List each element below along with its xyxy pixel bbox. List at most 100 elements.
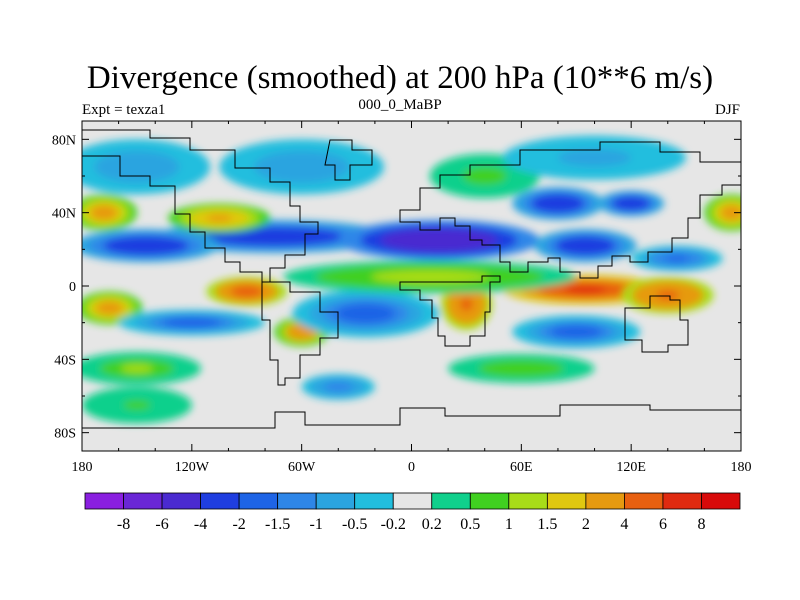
colorbar-swatch xyxy=(161,492,201,510)
field-feature-10 xyxy=(82,291,143,325)
contour-band xyxy=(546,199,570,208)
contour-band xyxy=(724,208,739,218)
colorbar-swatch xyxy=(354,492,394,510)
contour-band xyxy=(564,286,606,294)
contour-band xyxy=(236,287,257,296)
colorbar-label: 6 xyxy=(659,516,667,533)
colorbar-label: -1.5 xyxy=(265,516,290,533)
contour-band xyxy=(560,327,593,336)
field-feature-3 xyxy=(534,229,637,263)
x-tick-label: 60E xyxy=(510,460,533,475)
field-feature-6 xyxy=(631,245,723,272)
y-tick-label: 40S xyxy=(54,353,76,368)
contour-band xyxy=(329,383,348,391)
contour-band xyxy=(393,272,467,281)
coastline-greenland xyxy=(324,139,373,181)
contour-band xyxy=(206,214,233,222)
contour-band xyxy=(120,364,153,373)
contour-band xyxy=(173,319,211,326)
coastline-north-america xyxy=(82,129,319,283)
colorbar-label: 1.5 xyxy=(537,516,557,533)
contour-band xyxy=(95,208,113,218)
colorbar-label: -8 xyxy=(117,516,130,533)
y-tick-label: 40N xyxy=(52,207,76,222)
colorbar-swatch xyxy=(277,492,317,510)
colorbar-swatch xyxy=(624,492,664,510)
colorbar-label: 2 xyxy=(582,516,590,533)
contour-band xyxy=(572,241,599,250)
colorbar-swatch xyxy=(392,492,433,510)
season-label: DJF xyxy=(714,102,740,118)
field-feature-16 xyxy=(118,309,266,336)
coastline-africa xyxy=(399,275,501,347)
colorbar-label: -1 xyxy=(310,516,323,533)
contour-band xyxy=(244,232,304,241)
experiment-label: Expt = texza1 xyxy=(82,102,166,118)
colorbar-swatch xyxy=(238,492,279,510)
colorbar-swatch xyxy=(662,492,702,510)
colorbar-swatch xyxy=(508,492,548,510)
coastline-antarctica xyxy=(82,404,741,429)
x-tick-label: 60W xyxy=(288,460,316,475)
colorbar-swatch xyxy=(546,492,587,510)
field-feature-11 xyxy=(206,276,288,307)
colorbar-swatch xyxy=(315,492,356,510)
field-feature-4 xyxy=(512,187,604,220)
field-feature-19 xyxy=(301,374,375,400)
y-tick-label: 0 xyxy=(69,280,76,295)
contour-band xyxy=(665,255,689,262)
field-feature-5 xyxy=(598,190,665,217)
x-tick-label: 0 xyxy=(408,460,415,475)
colorbar-label: -4 xyxy=(194,516,207,533)
field-feature-1 xyxy=(82,229,220,263)
field-feature-9 xyxy=(704,194,741,231)
y-tick-label: 80S xyxy=(54,427,76,442)
contour-band xyxy=(460,297,473,311)
colorbar-swatch xyxy=(701,492,741,510)
colorbar-swatch xyxy=(469,492,510,510)
field-feature-20 xyxy=(82,352,201,385)
plot-title: Divergence (smoothed) at 200 hPa (10**6 … xyxy=(86,60,714,96)
colorbar: -8 -6 -4 -2 -1.5 -1 -0.5 -0.2 0.2 0.5 1 1.5 2 4 6 8 xyxy=(84,492,741,533)
field-feature-26 xyxy=(503,135,687,180)
colorbar-swatch xyxy=(84,492,124,510)
coastline-eurasia xyxy=(399,141,741,279)
contour-band xyxy=(503,364,540,373)
coastlines xyxy=(82,129,741,429)
field-feature-24 xyxy=(219,139,385,195)
field-feature-2 xyxy=(338,220,540,261)
colorbar-label: -2 xyxy=(232,516,245,533)
colorbar-label: 4 xyxy=(620,516,628,533)
field-feature-18 xyxy=(512,315,641,349)
field-feature-23 xyxy=(82,139,211,195)
contour-band xyxy=(622,200,640,207)
colorbar-label: -6 xyxy=(155,516,168,533)
field-feature-27 xyxy=(82,386,192,424)
colorbar-swatch xyxy=(431,492,471,510)
colorbar-swatch xyxy=(123,492,163,510)
x-tick-label: 120W xyxy=(175,460,210,475)
contour-band xyxy=(470,170,499,182)
field-feature-15 xyxy=(622,276,714,314)
contour-band xyxy=(413,235,465,246)
x-tick-label: 180 xyxy=(731,460,752,475)
contour-band xyxy=(127,241,165,250)
field-feature-8 xyxy=(168,203,271,233)
y-tick-label: 80N xyxy=(52,133,76,148)
time-label: 000_0_MaBP xyxy=(358,97,442,113)
contour-band xyxy=(123,400,151,410)
contour-band xyxy=(294,328,309,336)
colorbar-label: -0.2 xyxy=(381,516,406,533)
colorbar-label: 8 xyxy=(697,516,705,533)
field-feature-21 xyxy=(448,353,595,384)
colorbar-label: 1 xyxy=(505,516,513,533)
contour-band xyxy=(347,307,385,320)
coastline-australia xyxy=(624,295,689,353)
contour-band xyxy=(281,159,323,174)
field-feature-7 xyxy=(82,194,137,231)
field-feature-13 xyxy=(440,278,493,331)
contour-band xyxy=(656,290,680,300)
coastline-south-america xyxy=(261,281,339,386)
x-tick-label: 120E xyxy=(616,460,646,475)
